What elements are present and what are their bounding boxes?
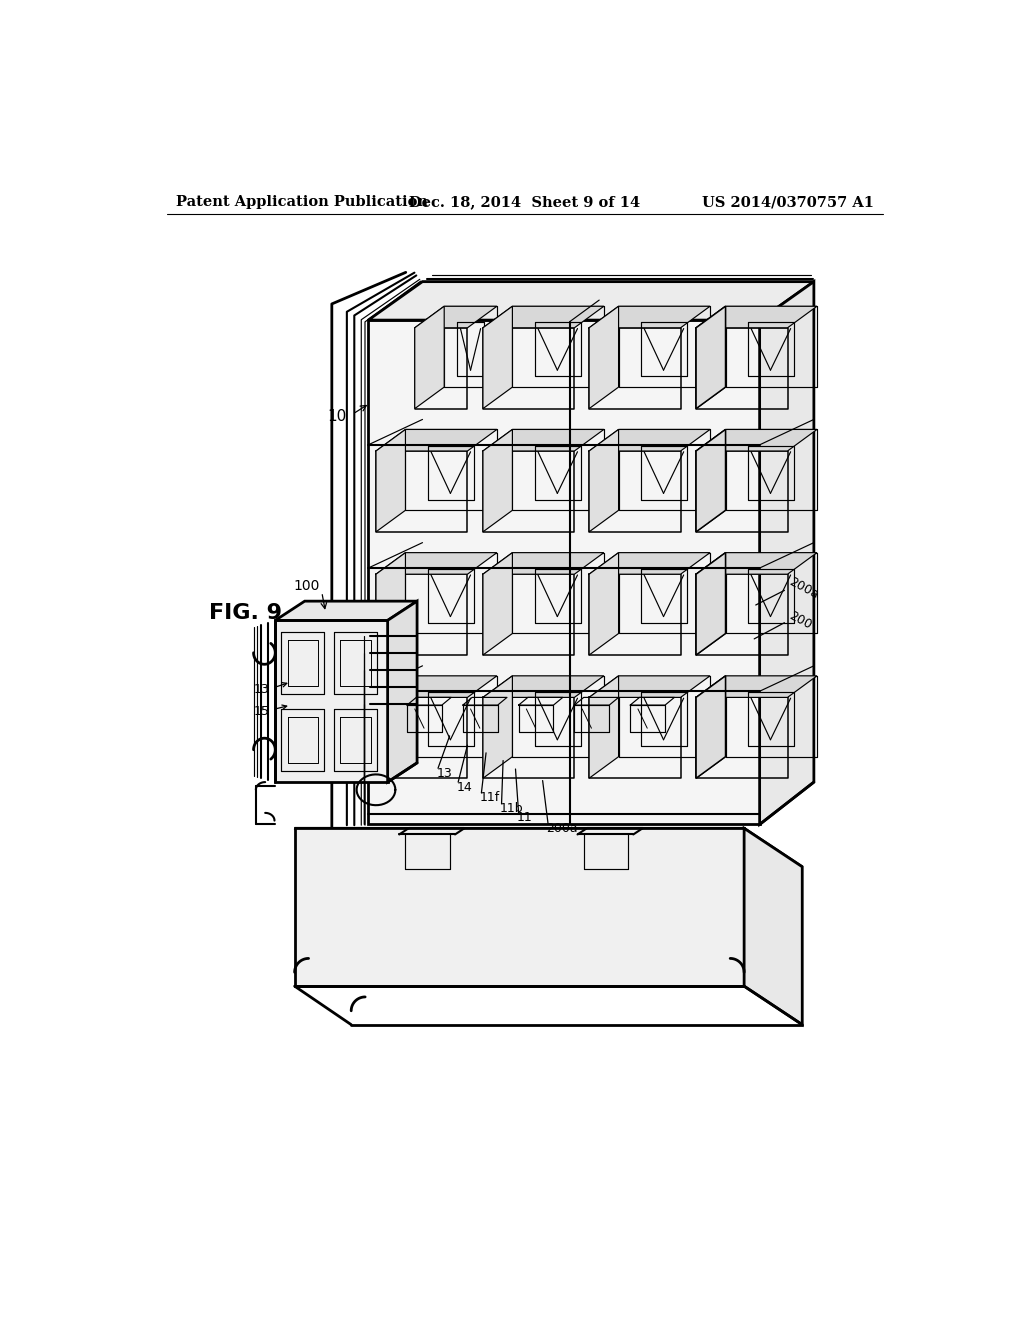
Text: 11: 11 xyxy=(517,812,532,825)
Polygon shape xyxy=(696,306,726,409)
Text: 200a: 200a xyxy=(547,822,579,836)
Polygon shape xyxy=(696,429,726,532)
Polygon shape xyxy=(483,553,604,574)
Polygon shape xyxy=(696,553,726,655)
Text: 200: 200 xyxy=(786,609,814,632)
Polygon shape xyxy=(696,429,726,532)
Polygon shape xyxy=(589,429,618,532)
Polygon shape xyxy=(696,429,817,451)
Text: US 2014/0370757 A1: US 2014/0370757 A1 xyxy=(701,195,873,210)
Polygon shape xyxy=(376,676,406,779)
Text: Dec. 18, 2014  Sheet 9 of 14: Dec. 18, 2014 Sheet 9 of 14 xyxy=(410,195,640,210)
Polygon shape xyxy=(696,306,817,327)
Polygon shape xyxy=(696,676,726,779)
Text: 15: 15 xyxy=(254,705,270,718)
Polygon shape xyxy=(589,676,618,779)
Polygon shape xyxy=(696,676,817,697)
Text: 14: 14 xyxy=(457,780,472,793)
Text: 11b: 11b xyxy=(500,803,523,816)
Polygon shape xyxy=(589,306,618,409)
Polygon shape xyxy=(483,429,604,451)
Polygon shape xyxy=(369,321,760,825)
Polygon shape xyxy=(744,829,802,1024)
Polygon shape xyxy=(295,829,802,867)
Polygon shape xyxy=(760,281,814,825)
Polygon shape xyxy=(483,676,512,779)
Polygon shape xyxy=(696,553,817,574)
Text: 11f: 11f xyxy=(480,792,500,804)
Polygon shape xyxy=(376,553,406,655)
Polygon shape xyxy=(376,429,497,451)
Text: FIG. 9: FIG. 9 xyxy=(209,603,283,623)
Polygon shape xyxy=(589,676,710,697)
Polygon shape xyxy=(483,306,512,409)
Polygon shape xyxy=(415,306,497,327)
Polygon shape xyxy=(696,676,726,779)
Polygon shape xyxy=(415,306,444,409)
Polygon shape xyxy=(388,601,417,781)
Polygon shape xyxy=(483,553,512,655)
Text: 100: 100 xyxy=(293,578,319,593)
Text: 13: 13 xyxy=(436,767,453,780)
Text: 200a: 200a xyxy=(786,576,821,601)
Polygon shape xyxy=(369,281,814,321)
Polygon shape xyxy=(376,676,497,697)
Polygon shape xyxy=(589,306,710,327)
Polygon shape xyxy=(589,553,618,655)
Text: 10: 10 xyxy=(328,409,346,424)
Polygon shape xyxy=(696,306,726,409)
Text: Patent Application Publication: Patent Application Publication xyxy=(176,195,428,210)
Polygon shape xyxy=(376,429,406,532)
Polygon shape xyxy=(275,601,417,620)
Polygon shape xyxy=(275,620,388,781)
Polygon shape xyxy=(696,553,726,655)
Text: 13: 13 xyxy=(254,684,270,696)
Polygon shape xyxy=(483,306,604,327)
Polygon shape xyxy=(589,553,710,574)
Polygon shape xyxy=(295,829,744,986)
Polygon shape xyxy=(589,429,710,451)
Polygon shape xyxy=(483,676,604,697)
Polygon shape xyxy=(483,429,512,532)
Polygon shape xyxy=(376,553,497,574)
